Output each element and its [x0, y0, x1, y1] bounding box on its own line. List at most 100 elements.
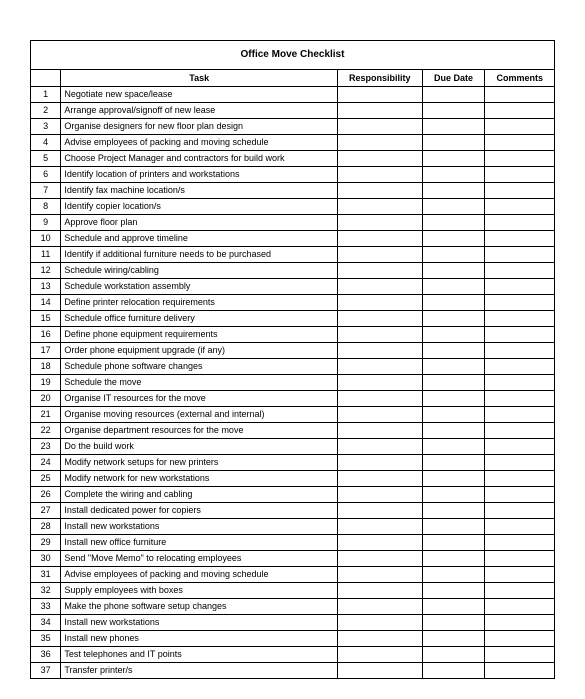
row-task: Organise designers for new floor plan de…: [61, 119, 338, 135]
row-number: 19: [31, 375, 61, 391]
row-task: Identify location of printers and workst…: [61, 167, 338, 183]
row-comments: [485, 631, 555, 647]
row-comments: [485, 407, 555, 423]
row-number: 34: [31, 615, 61, 631]
row-number: 24: [31, 455, 61, 471]
checklist-page: Office Move Checklist Task Responsibilit…: [0, 0, 585, 699]
row-due-date: [422, 407, 485, 423]
row-number: 28: [31, 519, 61, 535]
row-due-date: [422, 343, 485, 359]
row-task: Modify network for new workstations: [61, 471, 338, 487]
row-comments: [485, 199, 555, 215]
row-responsibility: [337, 247, 422, 263]
row-task: Schedule the move: [61, 375, 338, 391]
row-comments: [485, 423, 555, 439]
row-due-date: [422, 119, 485, 135]
row-responsibility: [337, 311, 422, 327]
header-comments: Comments: [485, 70, 555, 87]
row-due-date: [422, 375, 485, 391]
table-row: 34Install new workstations: [31, 615, 555, 631]
row-task: Send "Move Memo" to relocating employees: [61, 551, 338, 567]
row-number: 23: [31, 439, 61, 455]
row-task: Order phone equipment upgrade (if any): [61, 343, 338, 359]
row-responsibility: [337, 215, 422, 231]
table-row: 24Modify network setups for new printers: [31, 455, 555, 471]
row-due-date: [422, 455, 485, 471]
row-due-date: [422, 135, 485, 151]
row-due-date: [422, 391, 485, 407]
checklist-table: Office Move Checklist Task Responsibilit…: [30, 40, 555, 679]
row-comments: [485, 503, 555, 519]
row-due-date: [422, 615, 485, 631]
table-row: 32Supply employees with boxes: [31, 583, 555, 599]
table-row: 31Advise employees of packing and moving…: [31, 567, 555, 583]
row-comments: [485, 375, 555, 391]
table-row: 36Test telephones and IT points: [31, 647, 555, 663]
row-number: 14: [31, 295, 61, 311]
row-number: 35: [31, 631, 61, 647]
row-due-date: [422, 519, 485, 535]
row-responsibility: [337, 471, 422, 487]
row-due-date: [422, 535, 485, 551]
row-responsibility: [337, 151, 422, 167]
row-responsibility: [337, 263, 422, 279]
row-number: 6: [31, 167, 61, 183]
table-row: 4Advise employees of packing and moving …: [31, 135, 555, 151]
row-responsibility: [337, 535, 422, 551]
row-comments: [485, 551, 555, 567]
row-responsibility: [337, 439, 422, 455]
row-comments: [485, 231, 555, 247]
row-number: 25: [31, 471, 61, 487]
row-task: Approve floor plan: [61, 215, 338, 231]
row-number: 9: [31, 215, 61, 231]
row-responsibility: [337, 631, 422, 647]
row-responsibility: [337, 599, 422, 615]
row-due-date: [422, 551, 485, 567]
row-responsibility: [337, 279, 422, 295]
row-responsibility: [337, 295, 422, 311]
row-task: Define phone equipment requirements: [61, 327, 338, 343]
row-comments: [485, 439, 555, 455]
table-row: 2Arrange approval/signoff of new lease: [31, 103, 555, 119]
row-due-date: [422, 631, 485, 647]
row-task: Organise department resources for the mo…: [61, 423, 338, 439]
table-row: 11Identify if additional furniture needs…: [31, 247, 555, 263]
row-due-date: [422, 567, 485, 583]
row-due-date: [422, 439, 485, 455]
row-comments: [485, 455, 555, 471]
row-responsibility: [337, 583, 422, 599]
row-due-date: [422, 423, 485, 439]
row-number: 26: [31, 487, 61, 503]
row-number: 11: [31, 247, 61, 263]
row-comments: [485, 279, 555, 295]
table-row: 37Transfer printer/s: [31, 663, 555, 679]
row-due-date: [422, 295, 485, 311]
row-comments: [485, 167, 555, 183]
row-task: Define printer relocation requirements: [61, 295, 338, 311]
row-task: Schedule wiring/cabling: [61, 263, 338, 279]
row-task: Negotiate new space/lease: [61, 87, 338, 103]
table-row: 18Schedule phone software changes: [31, 359, 555, 375]
row-responsibility: [337, 487, 422, 503]
table-row: 12Schedule wiring/cabling: [31, 263, 555, 279]
row-responsibility: [337, 359, 422, 375]
table-row: 35Install new phones: [31, 631, 555, 647]
row-number: 3: [31, 119, 61, 135]
table-row: 15Schedule office furniture delivery: [31, 311, 555, 327]
table-row: 19Schedule the move: [31, 375, 555, 391]
table-row: 9Approve floor plan: [31, 215, 555, 231]
row-task: Install new workstations: [61, 615, 338, 631]
row-responsibility: [337, 663, 422, 679]
table-row: 10Schedule and approve timeline: [31, 231, 555, 247]
table-row: 16Define phone equipment requirements: [31, 327, 555, 343]
row-responsibility: [337, 327, 422, 343]
table-row: 33Make the phone software setup changes: [31, 599, 555, 615]
row-due-date: [422, 647, 485, 663]
row-task: Modify network setups for new printers: [61, 455, 338, 471]
row-task: Organise IT resources for the move: [61, 391, 338, 407]
row-responsibility: [337, 519, 422, 535]
row-due-date: [422, 663, 485, 679]
row-task: Schedule office furniture delivery: [61, 311, 338, 327]
row-responsibility: [337, 103, 422, 119]
row-number: 8: [31, 199, 61, 215]
